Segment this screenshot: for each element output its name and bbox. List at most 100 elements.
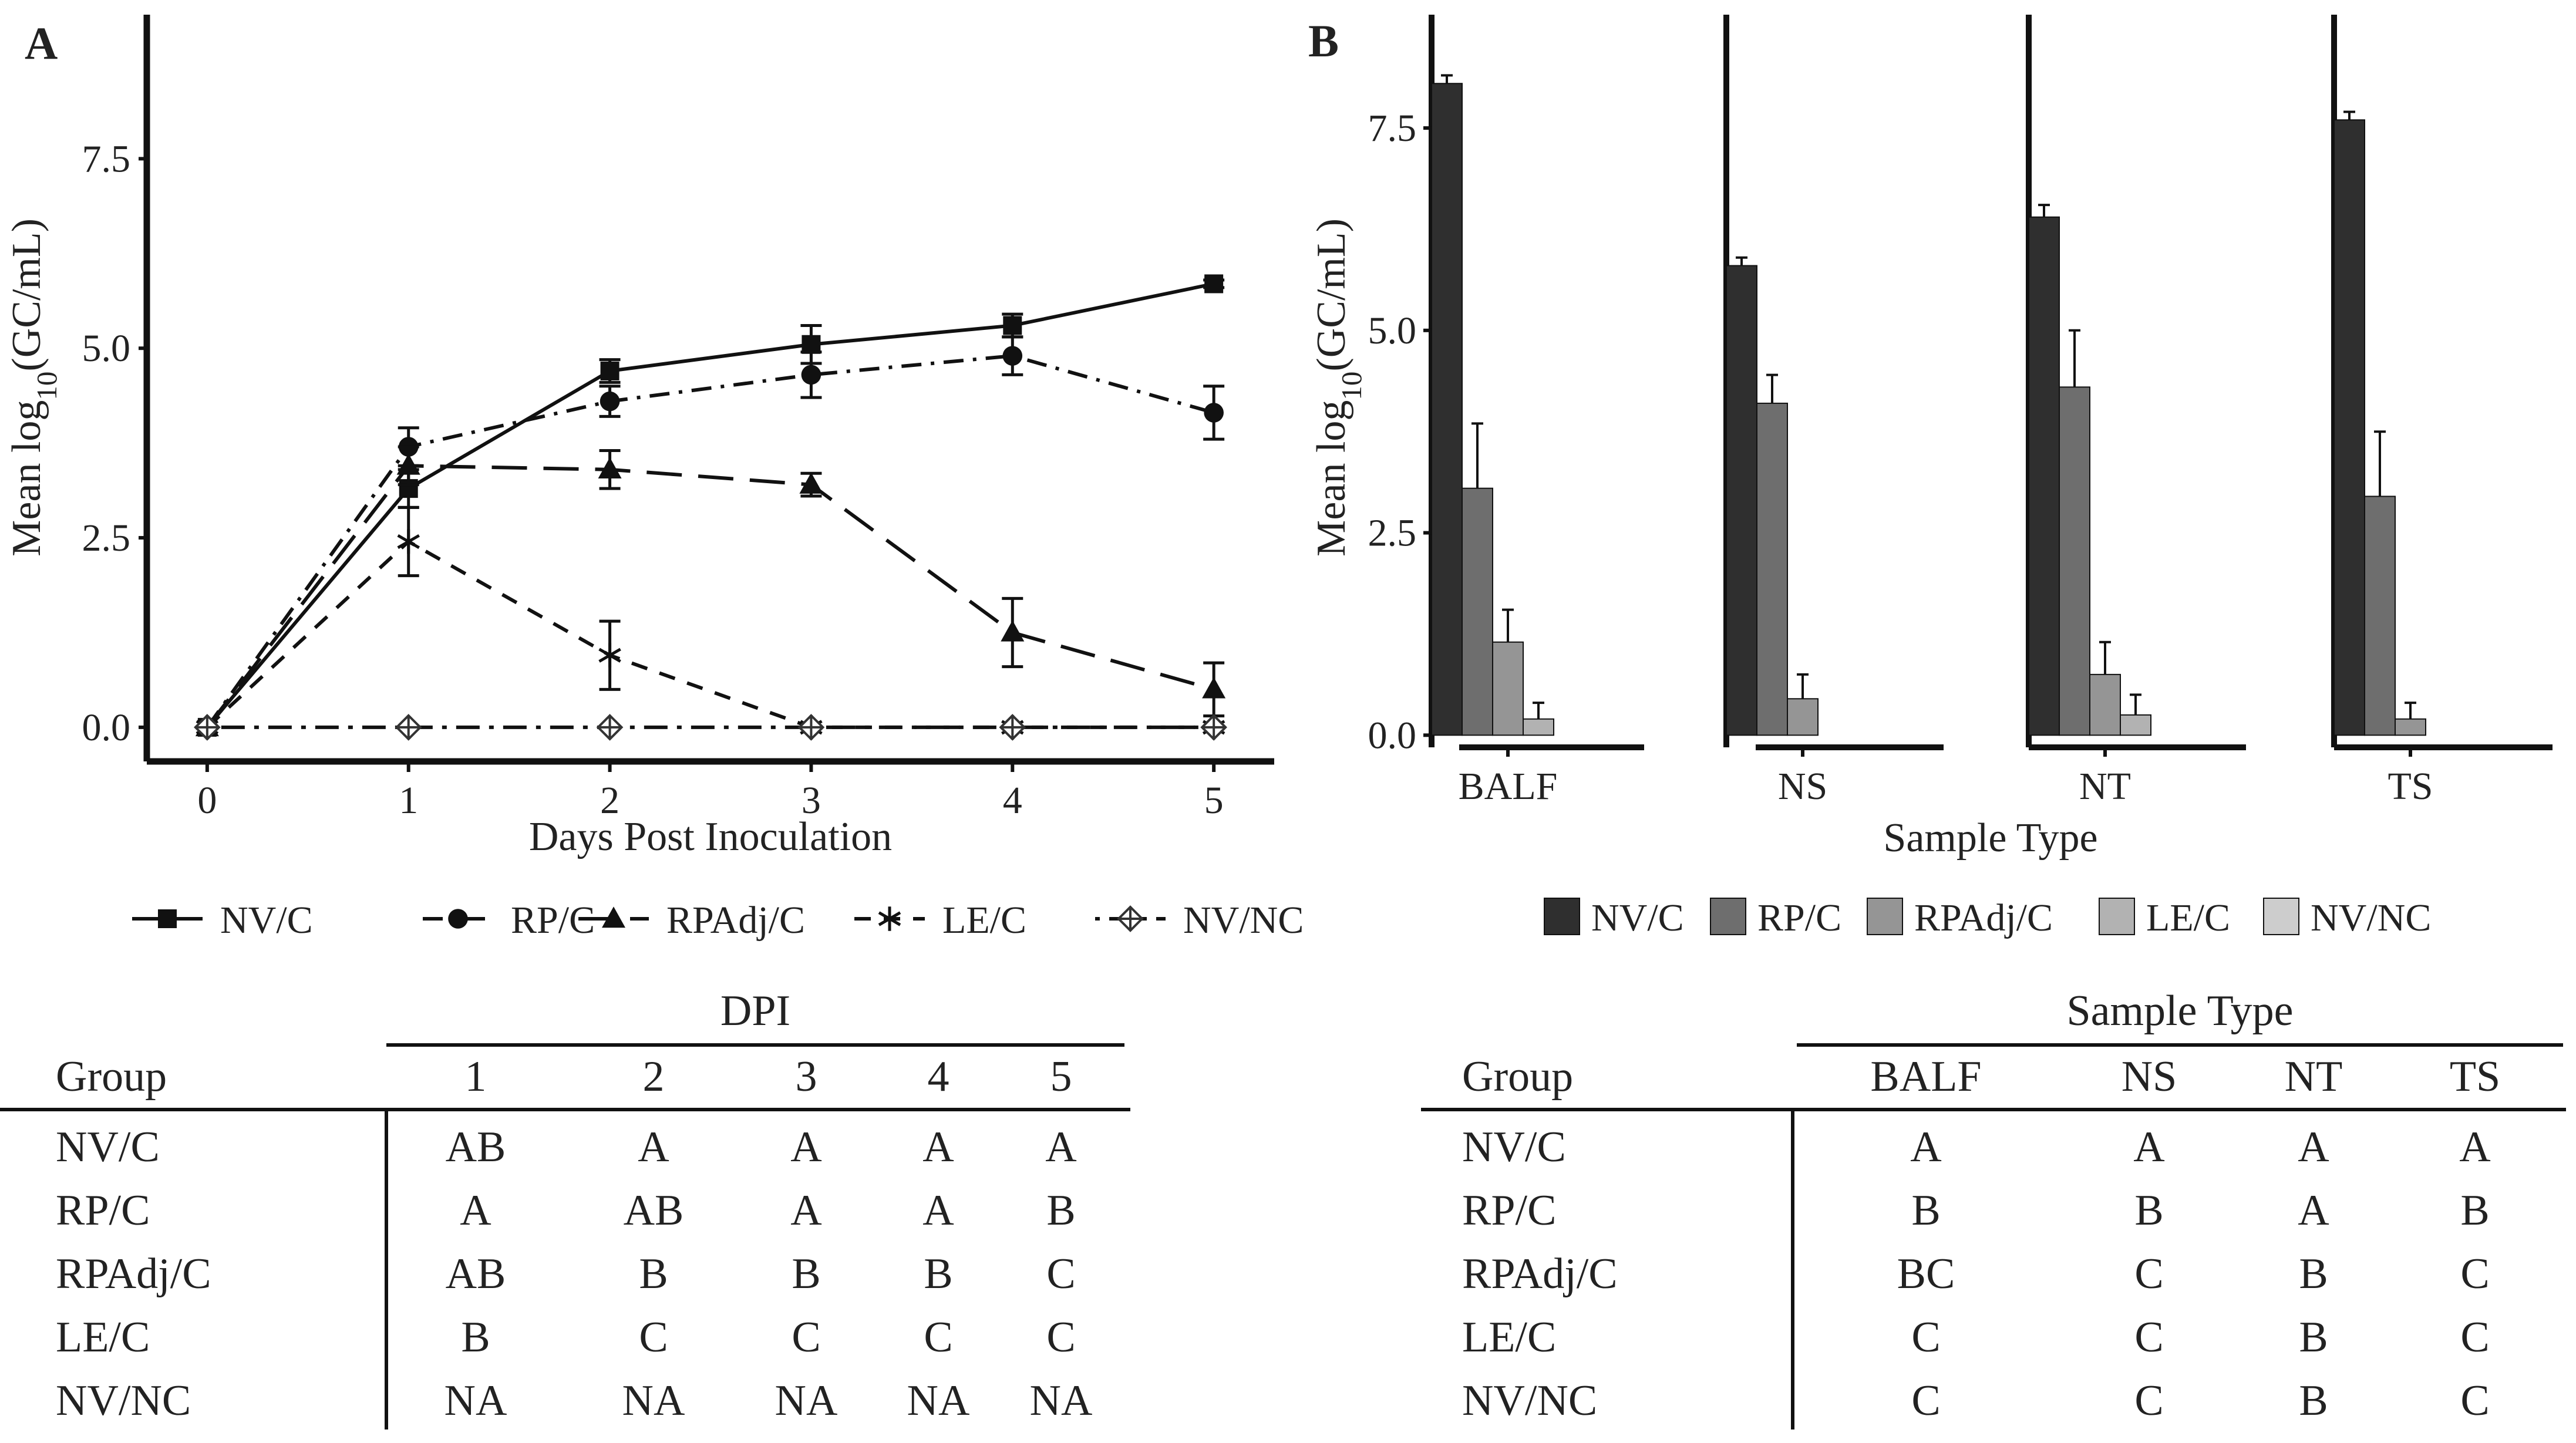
data-point [396,453,420,475]
data-point [1003,316,1022,335]
bar [2364,495,2396,736]
table-vertical-rule [385,1108,388,1429]
legend-label: RPAdj/C [666,899,805,942]
error-bar [1533,702,1544,719]
error-bar [1441,74,1453,84]
x-tick-label: BALF [1459,765,1558,808]
table-row-group: RP/C [56,1186,150,1235]
table-row-group: NV/NC [56,1377,191,1425]
table-cell: C [1911,1313,1941,1361]
series-RP/C [197,335,1225,737]
table-header-rule [0,1108,1130,1111]
legend-b: NV/C RP/C RPAdj/C LE/C NV/NC [1544,896,2431,939]
y-tick-label: 7.5 [1368,107,1417,150]
table-cell: A [638,1123,669,1171]
data-point [799,472,823,494]
table-header-rule [1421,1108,2566,1111]
table-row-group: RPAdj/C [1462,1250,1618,1298]
panel-b-label: B [1308,15,1339,66]
table-column-header: BALF [1870,1053,1982,1101]
error-bar [2130,693,2141,715]
error-bar [2099,640,2111,675]
table-vertical-rule [1791,1108,1794,1429]
legend-label: NV/C [1591,896,1684,939]
legend-swatch [1867,898,1903,935]
bar [1787,698,1819,736]
table-cell: A [1910,1123,1942,1171]
line-chart-a: 0.0 2.5 5.0 7.5 0 1 2 3 4 5 Days Post Inoculation M… [4,15,1304,942]
table-cell: A [922,1186,954,1235]
legend-marker [448,909,468,929]
table-cell: A [2459,1123,2491,1171]
table-cell: A [790,1123,822,1171]
table-cell: NA [907,1377,970,1425]
error-bar [1797,673,1809,699]
table-row-group: NV/NC [1462,1377,1598,1425]
table-cell: BC [1897,1250,1955,1298]
table-group-header: Group [56,1053,167,1101]
table-column-header: 1 [464,1053,487,1101]
table-cell: B [924,1250,953,1298]
table-cell: C [924,1313,953,1361]
table-cell: C [2134,1313,2164,1361]
table-cell: B [1911,1186,1941,1235]
table-cell: B [2299,1250,2328,1298]
bar-chart-b: BALF NS NT TS 0.0 2.5 5.0 7.5 Sample Type Mean lo… [1309,15,2553,939]
table-cell: A [2298,1186,2329,1235]
series-NV/NC [194,714,1227,741]
x-tick-label: 5 [1204,779,1224,822]
table-cell: A [460,1186,491,1235]
data-point [600,391,620,412]
y-tick-label: 0.0 [82,706,131,749]
bar [2059,386,2090,736]
y-axis-title: Mean log10(GC/mL) [4,218,63,557]
data-point [1204,274,1224,294]
data-point [1200,714,1227,741]
legend-marker [1117,905,1144,932]
legend-marker [602,906,625,928]
data-point [801,365,821,385]
table-column-header: 4 [927,1053,949,1101]
legend-a: NV/C RP/C RPAdj/C LE/C NV/NC [132,899,1304,942]
error-bar [1471,422,1483,488]
error-bar [2374,430,2386,497]
table-column-header: TS [2449,1053,2501,1101]
table-cell: A [2298,1123,2329,1171]
table-cell: C [1911,1377,1941,1425]
x-tick-label: 0 [197,779,217,822]
table-row-group: LE/C [1462,1313,1557,1361]
data-point [1202,677,1226,699]
table-row-group: RP/C [1462,1186,1557,1235]
data-point [1204,403,1224,423]
y-axis-title: Mean log10(GC/mL) [1309,218,1368,557]
data-point [999,714,1026,741]
table-cell: A [1045,1123,1077,1171]
table-cell: B [2299,1313,2328,1361]
data-point [395,714,422,741]
table-span-header: Sample Type [2066,987,2294,1035]
table-cell: NA [622,1377,685,1425]
data-point [598,457,622,479]
table-cell: C [2460,1250,2490,1298]
data-point [600,361,619,380]
bar [1431,83,1463,736]
x-tick-label: 2 [600,779,619,822]
x-axis-title: Sample Type [1883,815,2097,861]
bar [1523,718,1554,736]
series-line [206,539,1214,729]
table-cell: C [792,1313,821,1361]
table-cell: A [790,1186,822,1235]
legend-label: RPAdj/C [1914,896,2053,939]
bar [2028,216,2060,736]
table-row-group: NV/C [56,1123,160,1171]
legend-label: LE/C [942,899,1026,942]
table-column-header: 3 [795,1053,817,1101]
legend-marker [878,906,901,931]
legend-swatch [2099,898,2135,935]
legend-label: NV/NC [1183,899,1304,942]
table-cell: NA [444,1377,507,1425]
table-row-group: LE/C [56,1313,150,1361]
data-point [797,714,825,741]
y-tick-label: 0.0 [1368,714,1417,757]
